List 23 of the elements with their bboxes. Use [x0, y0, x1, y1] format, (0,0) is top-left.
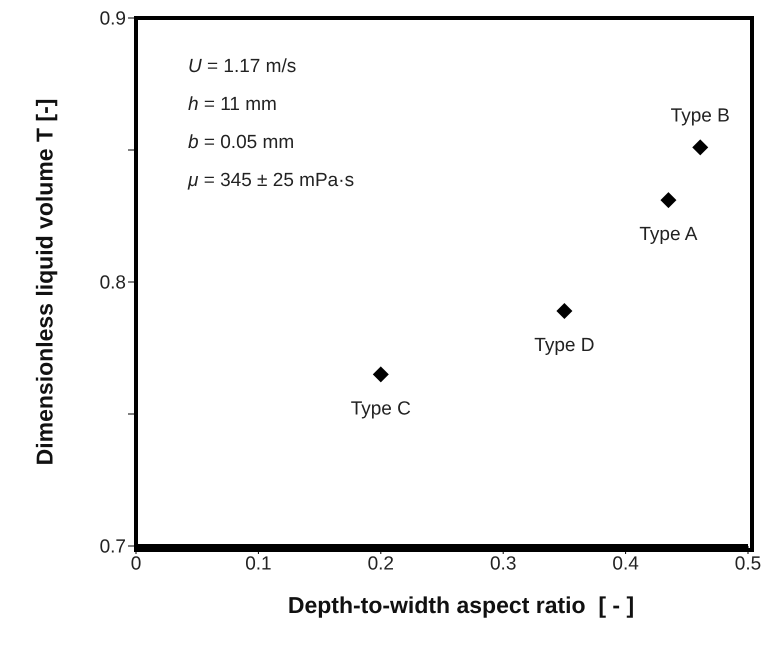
annotation: μ = 345 ± 25 mPa·s — [188, 170, 354, 191]
x-tick-label: 0.5 — [734, 553, 762, 574]
point — [692, 139, 708, 156]
point — [372, 366, 389, 382]
x-tick-label: 0.1 — [245, 553, 272, 574]
annotation: h = 11 mm — [188, 94, 277, 115]
point — [556, 303, 572, 320]
point — [660, 192, 676, 208]
x-tick-label: 0.3 — [490, 553, 516, 574]
annotation: Type A — [639, 224, 698, 246]
annotation: b = 0.05 mm — [188, 132, 294, 153]
x-tick-label: 0.4 — [612, 553, 640, 574]
y-axis-title: Dimensionless liquid volume T [-] — [32, 98, 58, 466]
annotation: Type B — [670, 105, 730, 126]
annotation: U = 1.17 m/s — [188, 56, 296, 77]
y-tick-label: 0.9 — [100, 8, 126, 30]
annotation: Type D — [534, 335, 594, 356]
x-tick-label: 0 — [130, 553, 142, 574]
y-tick-label: 0.8 — [100, 272, 126, 294]
x-axis-title: Depth-to-width aspect ratio [ - ] — [286, 592, 636, 619]
x-tick-label: 0.2 — [368, 553, 394, 574]
y-tick-label: 0.7 — [100, 536, 126, 558]
annotation: Type C — [350, 398, 411, 420]
